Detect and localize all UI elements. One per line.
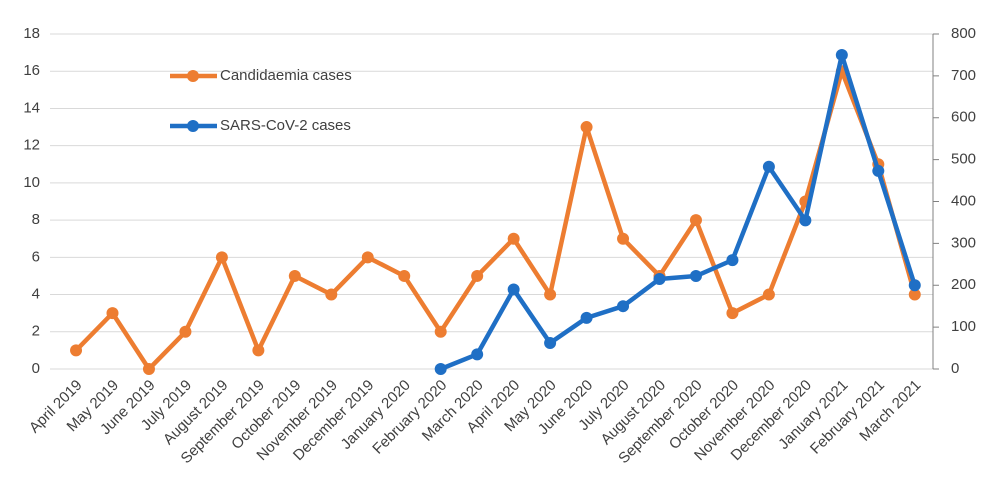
point [288, 269, 301, 282]
point [507, 283, 520, 296]
y2-tick-label: 400 [951, 192, 976, 209]
legend-marker [187, 120, 199, 132]
point [544, 288, 557, 301]
point [544, 337, 557, 350]
point [835, 48, 848, 61]
point [507, 232, 520, 245]
point [325, 288, 338, 301]
y-tick-label: 14 [23, 99, 40, 116]
point [215, 251, 228, 264]
series-line [74, 68, 917, 372]
point [106, 307, 119, 320]
point [142, 363, 155, 375]
y-tick-label: 4 [32, 286, 40, 303]
point [580, 121, 593, 134]
point [689, 270, 702, 283]
point [179, 325, 192, 338]
point [617, 300, 630, 313]
point [398, 269, 411, 282]
y2-tick-label: 800 [951, 25, 976, 42]
legend-label: Candidaemia cases [220, 67, 352, 84]
point [434, 325, 447, 338]
point [580, 311, 593, 324]
point [762, 160, 775, 173]
point [726, 307, 739, 320]
point [908, 288, 921, 301]
y2-tick-label: 200 [951, 276, 976, 293]
legend-marker [187, 70, 199, 82]
y-tick-label: 6 [32, 248, 40, 265]
y2-tick-label: 500 [951, 151, 976, 168]
point [726, 254, 739, 267]
point [434, 363, 447, 375]
point [471, 269, 484, 282]
y-tick-label: 2 [32, 323, 40, 340]
y2-tick-label: 700 [951, 67, 976, 84]
y2-tick-label: 0 [951, 360, 959, 377]
point [653, 272, 666, 285]
y-tick-label: 18 [23, 25, 40, 42]
point [762, 288, 775, 301]
y-tick-label: 16 [23, 62, 40, 79]
point [872, 164, 885, 177]
point [252, 344, 265, 357]
y-tick-label: 8 [32, 211, 40, 228]
legend-label: SARS-CoV-2 cases [220, 117, 351, 134]
point [799, 214, 812, 227]
point [689, 214, 702, 227]
series-line [439, 52, 917, 372]
point [70, 344, 83, 357]
y-tick-label: 0 [32, 360, 40, 377]
y2-tick-label: 100 [951, 318, 976, 335]
y2-tick-label: 300 [951, 234, 976, 251]
point [617, 232, 630, 245]
point [361, 251, 374, 264]
point [908, 279, 921, 292]
y-tick-label: 10 [23, 174, 40, 191]
y-tick-label: 12 [23, 137, 40, 154]
y2-tick-label: 600 [951, 109, 976, 126]
point [471, 348, 484, 361]
